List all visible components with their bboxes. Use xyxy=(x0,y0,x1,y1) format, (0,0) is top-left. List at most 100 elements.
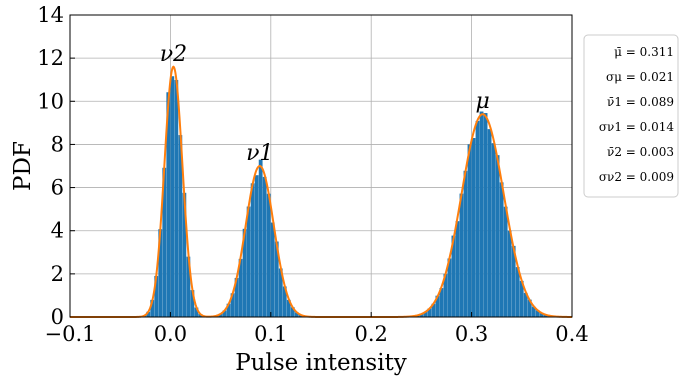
histogram-bar xyxy=(278,268,283,317)
histogram-bar xyxy=(503,206,508,317)
histogram-bar xyxy=(491,143,496,317)
legend-entry: ν̄2 = 0.003 xyxy=(607,145,674,159)
peak-labels: ν2 ν1 μ xyxy=(160,42,490,166)
histogram-bar xyxy=(162,167,167,317)
histogram-bar xyxy=(423,312,428,317)
x-tick-label: 0.1 xyxy=(254,322,287,346)
histogram-bar xyxy=(226,303,231,317)
histogram-bar xyxy=(439,288,444,317)
y-tick-label: 12 xyxy=(37,46,64,70)
histogram-bar xyxy=(150,299,155,317)
legend-entry: μ̄ = 0.311 xyxy=(614,45,674,59)
histogram-bar xyxy=(531,306,536,317)
legend-entry: σν2 = 0.009 xyxy=(599,170,674,184)
x-axis-label: Pulse intensity xyxy=(235,350,407,376)
histogram-bar xyxy=(270,222,275,317)
histogram-bars xyxy=(142,76,552,318)
histogram-bar xyxy=(443,273,448,317)
axis-ticks: −0.1 0.0 0.1 0.2 0.3 0.4 0 2 4 6 8 10 12 14 xyxy=(37,3,588,346)
y-tick-label: 14 xyxy=(37,3,64,27)
histogram-bar xyxy=(250,183,255,317)
legend: μ̄ = 0.311 σμ = 0.021 ν̄1 = 0.089 σν1 = 0.0… xyxy=(583,34,679,198)
histogram-bar xyxy=(543,314,548,317)
histogram-bar xyxy=(222,310,227,317)
histogram-bar xyxy=(254,175,259,317)
histogram-bar xyxy=(451,235,456,317)
peak-label: ν1 xyxy=(246,141,273,166)
histogram-bar xyxy=(230,293,235,317)
peak-label: ν2 xyxy=(160,42,187,67)
histogram-bar xyxy=(523,292,528,317)
histogram-bar xyxy=(198,314,203,317)
histogram-bar xyxy=(539,313,544,317)
y-tick-label: 0 xyxy=(51,305,64,329)
histogram-bar xyxy=(258,159,263,317)
histogram-bar xyxy=(242,228,247,317)
y-tick-label: 6 xyxy=(51,176,64,200)
histogram-bar xyxy=(515,267,520,317)
histogram-bar xyxy=(419,313,424,317)
histogram-bar xyxy=(190,290,195,317)
histogram-bar xyxy=(194,307,199,317)
histogram-bar xyxy=(158,229,163,317)
histogram-bar xyxy=(218,313,223,317)
histogram-bar xyxy=(294,312,299,317)
histogram-bar xyxy=(174,79,179,317)
histogram-bar xyxy=(427,308,432,317)
histogram-bar xyxy=(463,170,468,317)
y-axis-label: PDF xyxy=(10,141,36,191)
x-tick-label: 0.3 xyxy=(455,322,488,346)
legend-entry: σν1 = 0.014 xyxy=(599,120,675,134)
y-tick-label: 2 xyxy=(51,262,64,286)
histogram-bar xyxy=(246,206,251,317)
y-tick-label: 4 xyxy=(51,219,64,243)
histogram-bar xyxy=(146,311,151,317)
histogram-bar xyxy=(471,138,476,317)
histogram-bar xyxy=(234,278,239,317)
histogram-bar xyxy=(487,129,492,317)
histogram-bar xyxy=(182,192,187,317)
histogram-bar xyxy=(467,144,472,317)
histogram-bar xyxy=(479,111,484,317)
histogram-bar xyxy=(170,76,175,318)
plot-frame xyxy=(69,14,573,318)
histogram-bar xyxy=(290,307,295,317)
histogram-bar xyxy=(262,176,267,317)
x-tick-label: 0.2 xyxy=(354,322,387,346)
histogram-bar xyxy=(238,258,243,317)
legend-box xyxy=(583,34,679,198)
peak-label: μ xyxy=(475,89,489,114)
histogram-bar xyxy=(435,295,440,317)
legend-entry: σμ = 0.021 xyxy=(606,70,674,84)
histogram-bar xyxy=(154,275,159,317)
histogram-bar xyxy=(519,280,524,317)
histogram-bar xyxy=(483,113,488,317)
histogram-bar xyxy=(186,256,191,317)
histogram-bar xyxy=(266,193,271,317)
histogram-bar xyxy=(274,241,279,317)
histogram-bar xyxy=(286,299,291,317)
histogram-bar xyxy=(499,182,504,317)
histogram-bar xyxy=(455,221,460,317)
histogram-bar xyxy=(447,258,452,317)
histogram-bar xyxy=(298,314,303,317)
histogram-bar xyxy=(459,193,464,317)
histogram-bar xyxy=(527,299,532,317)
histogram-bar xyxy=(282,286,287,317)
histogram-bar xyxy=(178,135,183,317)
histogram-bar xyxy=(495,155,500,317)
histogram-bar xyxy=(431,303,436,317)
histogram-bar xyxy=(166,92,171,317)
x-tick-label: −0.1 xyxy=(45,322,96,346)
histogram-bar xyxy=(507,230,512,317)
histogram-bar xyxy=(511,245,516,317)
legend-entry: ν̄1 = 0.089 xyxy=(607,95,674,109)
y-tick-label: 10 xyxy=(37,89,64,113)
histogram-bar xyxy=(535,310,540,317)
legend-items: μ̄ = 0.311 σμ = 0.021 ν̄1 = 0.089 σν1 = 0.0… xyxy=(599,45,675,184)
histogram-bar xyxy=(475,120,480,317)
x-tick-label: 0.4 xyxy=(555,322,588,346)
x-tick-label: 0.0 xyxy=(154,322,187,346)
y-tick-label: 8 xyxy=(51,132,64,156)
